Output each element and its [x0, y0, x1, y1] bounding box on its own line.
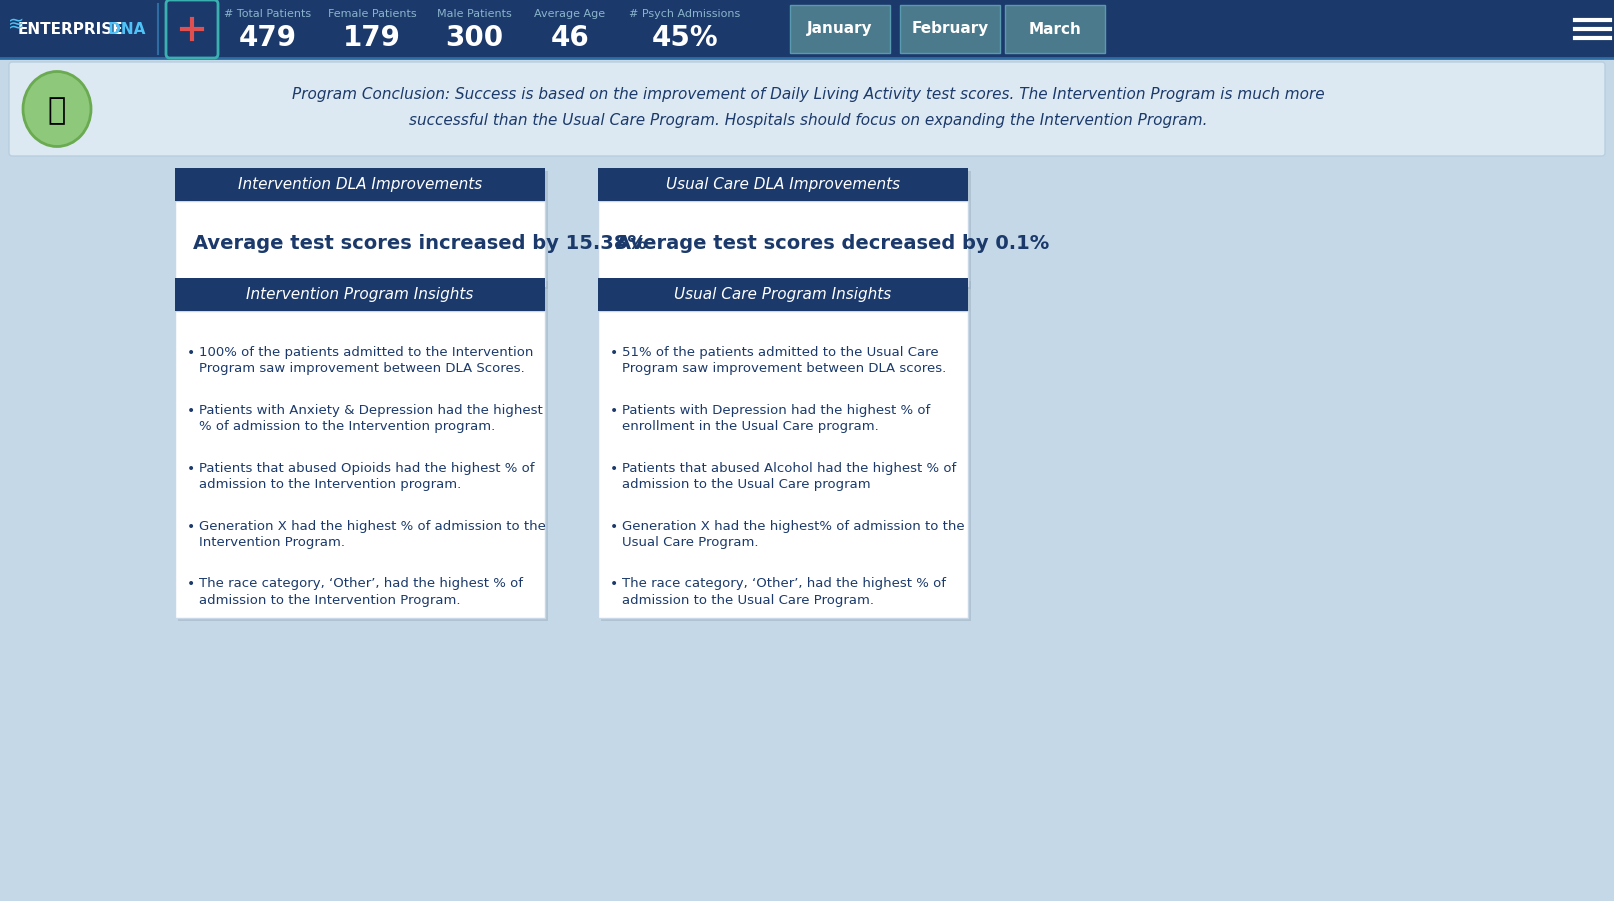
Text: January: January — [807, 22, 872, 37]
Text: •: • — [187, 346, 195, 359]
Text: Usual Care Program Insights: Usual Care Program Insights — [675, 287, 891, 302]
FancyBboxPatch shape — [597, 201, 967, 286]
Text: Average Age: Average Age — [534, 9, 605, 19]
Text: Patients with Anxiety & Depression had the highest
% of admission to the Interve: Patients with Anxiety & Depression had t… — [199, 404, 542, 433]
FancyBboxPatch shape — [597, 278, 967, 311]
Text: •: • — [610, 461, 618, 476]
FancyBboxPatch shape — [178, 171, 547, 289]
Text: The race category, ‘Other’, had the highest % of
admission to the Intervention P: The race category, ‘Other’, had the high… — [199, 578, 523, 607]
Text: ≋: ≋ — [8, 15, 24, 34]
Text: Intervention Program Insights: Intervention Program Insights — [247, 287, 473, 302]
Text: 179: 179 — [342, 24, 400, 52]
Ellipse shape — [23, 71, 90, 147]
Text: •: • — [187, 461, 195, 476]
Text: DNA: DNA — [103, 22, 145, 37]
Text: Generation X had the highest% of admission to the
Usual Care Program.: Generation X had the highest% of admissi… — [621, 520, 964, 549]
Text: ENTERPRISE: ENTERPRISE — [18, 22, 124, 37]
FancyBboxPatch shape — [174, 278, 544, 311]
Text: 51% of the patients admitted to the Usual Care
Program saw improvement between D: 51% of the patients admitted to the Usua… — [621, 346, 946, 375]
Text: The race category, ‘Other’, had the highest % of
admission to the Usual Care Pro: The race category, ‘Other’, had the high… — [621, 578, 946, 607]
Text: 100% of the patients admitted to the Intervention
Program saw improvement betwee: 100% of the patients admitted to the Int… — [199, 346, 533, 375]
Text: •: • — [187, 404, 195, 418]
Text: # Psych Admissions: # Psych Admissions — [629, 9, 741, 19]
Text: Patients that abused Alcohol had the highest % of
admission to the Usual Care pr: Patients that abused Alcohol had the hig… — [621, 461, 955, 491]
Text: •: • — [610, 346, 618, 359]
Text: Usual Care DLA Improvements: Usual Care DLA Improvements — [665, 177, 899, 192]
Text: 300: 300 — [445, 24, 502, 52]
FancyBboxPatch shape — [597, 311, 967, 618]
FancyBboxPatch shape — [597, 168, 967, 201]
Text: •: • — [187, 578, 195, 591]
FancyBboxPatch shape — [174, 168, 544, 201]
FancyBboxPatch shape — [600, 171, 970, 289]
Text: 45%: 45% — [652, 24, 718, 52]
Text: •: • — [187, 520, 195, 533]
FancyBboxPatch shape — [174, 201, 544, 286]
Text: February: February — [910, 22, 988, 37]
Text: Average test scores increased by 15.38%: Average test scores increased by 15.38% — [194, 234, 647, 253]
FancyBboxPatch shape — [789, 5, 889, 53]
Text: # Total Patients: # Total Patients — [224, 9, 312, 19]
Text: Program Conclusion: Success is based on the improvement of Daily Living Activity: Program Conclusion: Success is based on … — [292, 87, 1323, 103]
Text: 479: 479 — [239, 24, 297, 52]
Text: •: • — [610, 578, 618, 591]
Text: Intervention DLA Improvements: Intervention DLA Improvements — [237, 177, 483, 192]
Text: 🏆: 🏆 — [48, 96, 66, 125]
FancyBboxPatch shape — [899, 5, 999, 53]
FancyBboxPatch shape — [166, 0, 218, 58]
FancyBboxPatch shape — [10, 62, 1604, 156]
FancyBboxPatch shape — [0, 0, 1614, 58]
Text: Patients that abused Opioids had the highest % of
admission to the Intervention : Patients that abused Opioids had the hig… — [199, 461, 534, 491]
Text: 46: 46 — [550, 24, 589, 52]
FancyBboxPatch shape — [178, 281, 547, 621]
FancyBboxPatch shape — [174, 311, 544, 618]
Text: Average test scores decreased by 0.1%: Average test scores decreased by 0.1% — [615, 234, 1049, 253]
Text: March: March — [1028, 22, 1081, 37]
Text: successful than the Usual Care Program. Hospitals should focus on expanding the : successful than the Usual Care Program. … — [408, 113, 1207, 128]
Text: •: • — [610, 520, 618, 533]
Text: Male Patients: Male Patients — [436, 9, 512, 19]
Text: Patients with Depression had the highest % of
enrollment in the Usual Care progr: Patients with Depression had the highest… — [621, 404, 930, 433]
Text: Female Patients: Female Patients — [328, 9, 416, 19]
FancyBboxPatch shape — [1004, 5, 1104, 53]
Text: Generation X had the highest % of admission to the
Intervention Program.: Generation X had the highest % of admiss… — [199, 520, 546, 549]
FancyBboxPatch shape — [600, 281, 970, 621]
Text: •: • — [610, 404, 618, 418]
